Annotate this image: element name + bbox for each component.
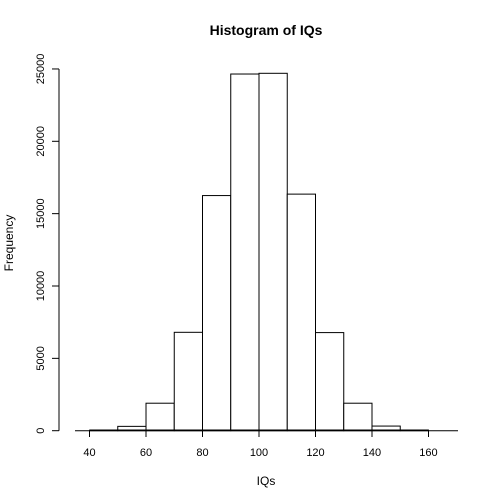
histogram-bar [258, 72, 288, 432]
histogram-bar [173, 331, 203, 432]
x-tick-label: 160 [419, 447, 437, 459]
y-tick-label: 20000 [35, 126, 47, 157]
x-tick-label: 140 [363, 447, 381, 459]
x-axis: 40 60 80 100 120 140 160 [83, 429, 438, 459]
histogram-bar [202, 195, 232, 432]
y-axis-label: Frequency [2, 215, 16, 272]
y-tick-label: 5000 [35, 346, 47, 370]
bars [75, 72, 458, 432]
x-axis-label: IQs [257, 474, 276, 488]
x-tick-label: 100 [250, 447, 268, 459]
y-axis: 0 5000 10000 15000 20000 25000 [35, 54, 60, 434]
y-tick-label: 0 [35, 428, 47, 434]
x-tick-label: 120 [306, 447, 324, 459]
histogram-bar [343, 402, 373, 432]
histogram-bar [145, 402, 175, 432]
histogram-bar [286, 193, 316, 432]
x-tick-label: 40 [83, 447, 95, 459]
histogram-bar [230, 73, 260, 432]
y-tick-label: 25000 [35, 54, 47, 85]
x-tick-label: 60 [140, 447, 152, 459]
histogram-bar [315, 332, 345, 432]
x-tick-label: 80 [196, 447, 208, 459]
y-tick-label: 10000 [35, 271, 47, 302]
y-tick-label: 15000 [35, 198, 47, 229]
chart-title: Histogram of IQs [210, 22, 323, 38]
